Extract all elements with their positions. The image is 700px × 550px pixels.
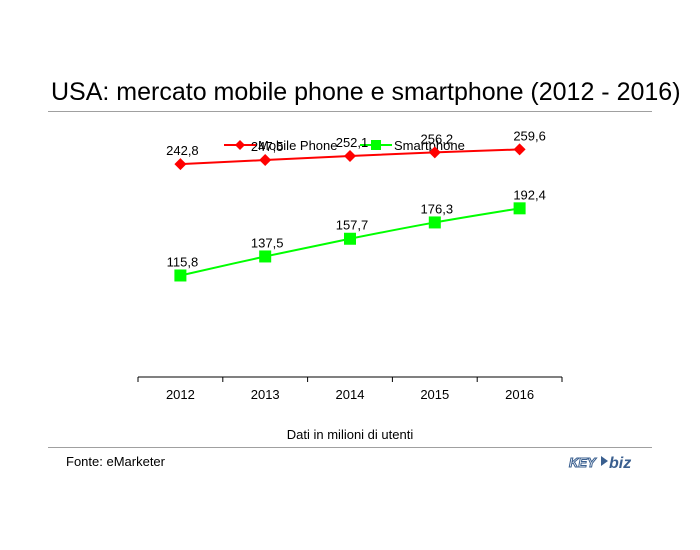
legend-marker xyxy=(235,140,245,150)
footer-divider xyxy=(48,447,652,448)
data-point xyxy=(344,232,356,245)
legend-marker xyxy=(371,140,381,150)
logo-text-left: KEY xyxy=(569,455,597,470)
x-tick-label: 2013 xyxy=(251,387,280,402)
data-label: 176,3 xyxy=(421,201,454,216)
data-point xyxy=(428,216,441,229)
logo-text-right: biz xyxy=(609,455,631,472)
data-point xyxy=(174,269,187,282)
data-point xyxy=(259,250,272,263)
x-tick-label: 2012 xyxy=(166,387,195,402)
data-point xyxy=(174,158,187,171)
legend-label: Smartphone xyxy=(394,138,465,153)
x-tick-label: 2016 xyxy=(505,387,534,402)
plot-area: 242,8 247,5 252,1 256,2 259,6 115,8 137,5 157,7… xyxy=(166,128,546,282)
chart-subtitle: Dati in milioni di utenti xyxy=(286,427,414,442)
legend-item-2: Smartphone xyxy=(360,138,465,153)
keybiz-logo[interactable]: KEY biz xyxy=(568,452,640,473)
data-label: 259,6 xyxy=(513,128,546,143)
data-label: 157,7 xyxy=(336,218,369,233)
data-label: 256,2 xyxy=(421,131,454,146)
logo-arrow-icon xyxy=(601,456,608,466)
legend-item-1: Mobile Phone xyxy=(224,138,338,153)
x-tick-label: 2014 xyxy=(336,387,365,402)
legend: Mobile Phone Smartphone xyxy=(224,138,465,153)
data-point xyxy=(344,149,356,162)
data-point xyxy=(513,143,526,156)
chart-title: USA: mercato mobile phone e smartphone (… xyxy=(51,78,681,106)
x-tick-label: 2015 xyxy=(420,387,449,402)
data-label: 252,1 xyxy=(336,135,369,150)
source-note: Fonte: eMarketer xyxy=(66,454,165,469)
data-label: 192,4 xyxy=(513,187,546,202)
data-label: 137,5 xyxy=(251,235,284,250)
data-point xyxy=(428,146,441,159)
data-label: 115,8 xyxy=(167,254,199,269)
data-label: 242,8 xyxy=(166,143,199,158)
x-axis: 2012 2013 2014 2015 2016 xyxy=(137,376,563,402)
data-point xyxy=(259,154,272,167)
legend-label: Mobile Phone xyxy=(258,138,338,153)
data-label: 247,5 xyxy=(251,139,284,154)
title-divider xyxy=(48,111,652,112)
data-point xyxy=(513,202,526,215)
